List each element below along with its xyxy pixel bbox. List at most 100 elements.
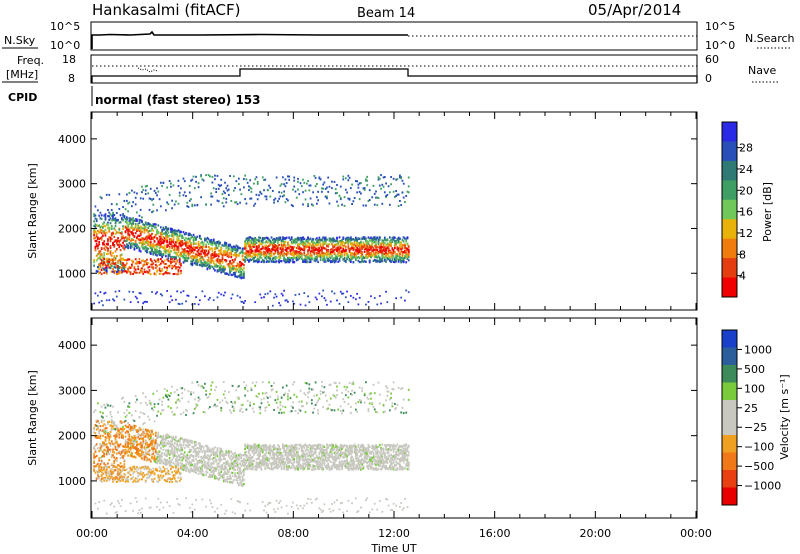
echo-cell [124, 469, 127, 472]
echo-cell [307, 239, 309, 242]
echo-cell [107, 214, 109, 218]
echo-cell [261, 237, 264, 240]
echo-cell [146, 465, 148, 468]
echo-cell [167, 234, 170, 238]
echo-cell [407, 255, 410, 259]
echo-cell [129, 245, 132, 249]
echo-cell [97, 244, 99, 247]
echo-cell [338, 194, 341, 197]
echo-cell [280, 252, 283, 255]
echo-cell [367, 248, 370, 251]
echo-cell [152, 253, 155, 256]
echo-cell [102, 243, 104, 246]
echo-cell [249, 253, 252, 256]
echo-cell [361, 247, 364, 250]
echo-cell [128, 230, 131, 233]
echo-cell [381, 250, 384, 253]
echo-cell [146, 262, 148, 265]
echo-cell [143, 270, 146, 273]
echo-cell [149, 238, 152, 241]
echo-cell [168, 193, 171, 196]
echo-cell [149, 442, 152, 446]
echo-cell [95, 464, 98, 467]
echo-cell [246, 242, 249, 246]
echo-cell [104, 269, 107, 272]
echo-cell [303, 292, 306, 294]
echo-cell [256, 239, 259, 242]
echo-cell [391, 254, 394, 257]
echo-cell [313, 259, 316, 262]
echo-cell [133, 267, 136, 270]
echo-cell [394, 240, 396, 243]
echo-cell [285, 198, 288, 201]
echo-cell [254, 251, 257, 254]
echo-cell [124, 444, 127, 448]
echo-cell [304, 260, 307, 264]
echo-cell [105, 272, 108, 275]
echo-cell [97, 471, 99, 474]
echo-cell [129, 438, 132, 441]
echo-cell [192, 233, 195, 237]
echo-cell [192, 243, 195, 246]
echo-cell [112, 420, 114, 423]
echo-cell [142, 188, 145, 191]
echo-cell [147, 470, 150, 473]
echo-cell [131, 245, 133, 248]
echo-cell [253, 245, 255, 249]
echo-cell [132, 444, 135, 447]
echo-cell [113, 270, 116, 273]
echo-cell [298, 250, 301, 254]
echo-cell [217, 264, 220, 268]
echo-cell [157, 252, 160, 255]
echo-cell [357, 248, 360, 251]
echo-cell [131, 435, 133, 439]
echo-cell [100, 419, 103, 422]
echo-cell [317, 238, 319, 242]
echo-cell [232, 267, 235, 271]
echo-cell [405, 289, 408, 292]
echo-cell [300, 242, 303, 246]
echo-cell [109, 435, 112, 438]
echo-cell [177, 202, 180, 205]
echo-cell [125, 430, 128, 433]
echo-cell [244, 255, 247, 259]
echo-cell [153, 477, 156, 480]
echo-cell [264, 195, 267, 198]
echo-cell [173, 234, 176, 237]
echo-cell [95, 242, 98, 245]
echo-cell [193, 261, 196, 265]
echo-cell [324, 195, 327, 198]
echo-cell [308, 254, 311, 258]
echo-cell [123, 463, 126, 466]
echo-cell [99, 255, 102, 258]
echo-cell [248, 185, 250, 188]
echo-cell [388, 250, 391, 254]
echo-cell [402, 240, 405, 243]
echo-cell [158, 235, 161, 238]
echo-cell [337, 241, 340, 244]
echo-cell [222, 205, 225, 208]
echo-cell [324, 236, 327, 239]
echo-cell [115, 459, 118, 463]
echo-cell [284, 245, 287, 248]
echo-cell [284, 299, 287, 302]
echo-cell [256, 261, 259, 264]
echo-cell [156, 187, 158, 190]
echo-cell [178, 191, 181, 194]
echo-cell [129, 217, 132, 221]
echo-cell [117, 500, 119, 503]
echo-cell [347, 247, 350, 250]
echo-cell [211, 249, 214, 253]
echo-cell [143, 245, 146, 249]
echo-cell [163, 453, 166, 456]
echo-cell [220, 178, 223, 181]
echo-cell [331, 238, 333, 241]
echo-cell [226, 253, 229, 256]
echo-cell [144, 440, 147, 443]
echo-cell [326, 249, 328, 252]
echo-cell [151, 228, 153, 231]
echo-cell [312, 204, 314, 207]
echo-cell [357, 259, 360, 262]
echo-cell [119, 270, 122, 273]
echo-cell [163, 469, 166, 472]
